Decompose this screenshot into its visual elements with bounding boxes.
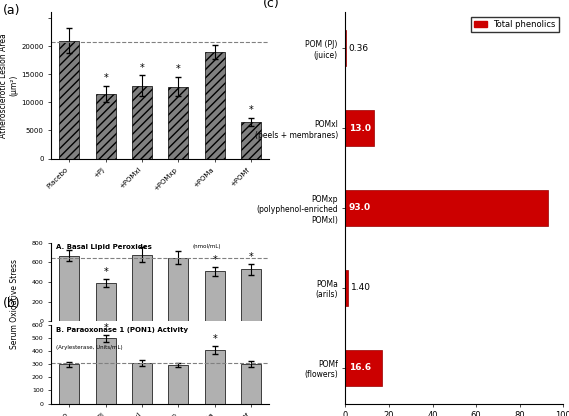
- Bar: [205, 271, 225, 321]
- Bar: [132, 255, 152, 321]
- Legend: Total phenolics: Total phenolics: [471, 17, 559, 32]
- Y-axis label: Atherosclerotic Lesion Area
(μm²): Atherosclerotic Lesion Area (μm²): [0, 33, 18, 138]
- Bar: [345, 350, 382, 386]
- Bar: [345, 110, 374, 146]
- Text: *: *: [249, 105, 253, 115]
- Bar: [132, 86, 152, 158]
- Text: *: *: [104, 73, 108, 83]
- Text: 0.36: 0.36: [348, 44, 369, 53]
- Text: (c): (c): [262, 0, 279, 10]
- Text: *: *: [104, 267, 108, 277]
- Bar: [96, 283, 116, 321]
- Bar: [96, 338, 116, 404]
- Text: (nmol/mL): (nmol/mL): [193, 245, 221, 250]
- Text: (Arylesterase, Units/mL): (Arylesterase, Units/mL): [56, 345, 122, 350]
- Text: B. Paraoxonase 1 (PON1) Activity: B. Paraoxonase 1 (PON1) Activity: [56, 327, 188, 333]
- Text: *: *: [176, 64, 181, 74]
- Text: (a): (a): [3, 4, 21, 17]
- Bar: [132, 363, 152, 404]
- Bar: [345, 270, 348, 306]
- Bar: [205, 350, 225, 404]
- Bar: [59, 41, 79, 158]
- Text: 16.6: 16.6: [349, 363, 371, 372]
- Text: *: *: [104, 323, 108, 333]
- Bar: [345, 30, 346, 66]
- Text: *: *: [212, 255, 217, 265]
- Bar: [205, 52, 225, 158]
- Bar: [168, 365, 188, 404]
- Bar: [241, 364, 261, 404]
- Bar: [59, 255, 79, 321]
- Bar: [59, 364, 79, 404]
- Text: Serum Oxidative Stress: Serum Oxidative Stress: [10, 259, 19, 349]
- Text: (b): (b): [3, 297, 20, 310]
- Text: 1.40: 1.40: [351, 283, 370, 292]
- Text: *: *: [139, 62, 145, 72]
- Bar: [241, 122, 261, 158]
- Bar: [168, 258, 188, 321]
- Text: A. Basal Lipid Peroxides: A. Basal Lipid Peroxides: [56, 245, 151, 250]
- Text: 93.0: 93.0: [349, 203, 371, 213]
- Bar: [96, 94, 116, 158]
- Bar: [345, 190, 548, 226]
- Bar: [241, 269, 261, 321]
- Text: *: *: [249, 252, 253, 262]
- Bar: [168, 87, 188, 158]
- Text: 13.0: 13.0: [349, 124, 370, 133]
- Text: *: *: [212, 334, 217, 344]
